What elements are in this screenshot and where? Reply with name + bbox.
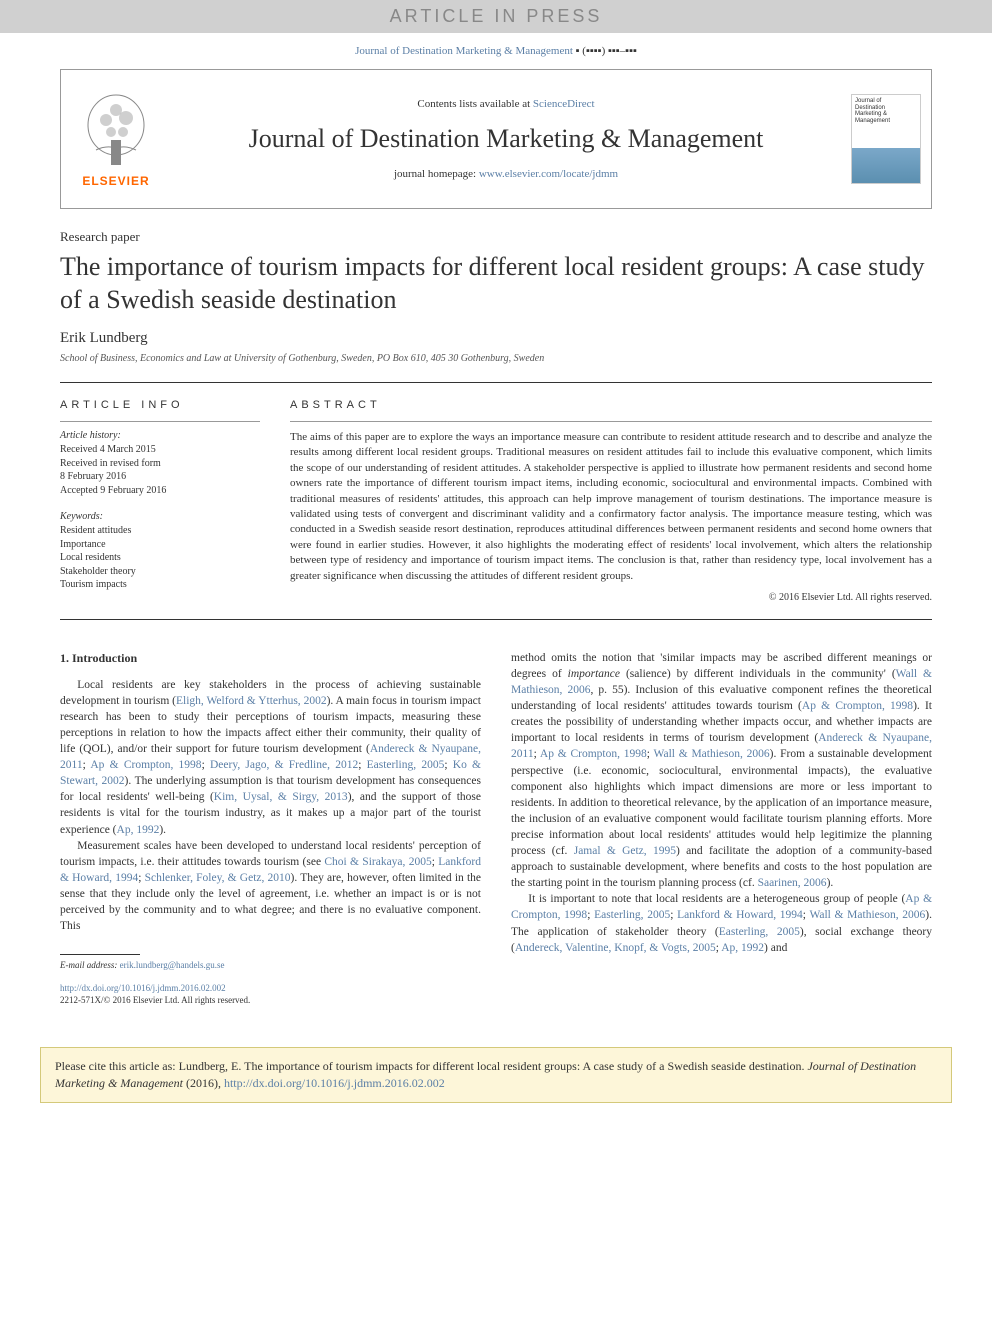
cite-link[interactable]: Ap & Crompton, 1998 [90,759,201,771]
info-abstract-row: ARTICLE INFO Article history: Received 4… [60,399,932,603]
journal-header-box: ELSEVIER Contents lists available at Sci… [60,69,932,209]
contents-lists-line: Contents lists available at ScienceDirec… [417,98,594,110]
intro-heading: 1. Introduction [60,650,481,667]
keyword-item: Resident attitudes [60,524,260,538]
cite-link[interactable]: Jamal & Getz, 1995 [574,845,676,857]
doi-link[interactable]: http://dx.doi.org/10.1016/j.jdmm.2016.02… [60,983,226,993]
cite-link[interactable]: Ap, 1992 [117,824,160,836]
journal-name: Journal of Destination Marketing & Manag… [249,124,764,154]
author-name: Erik Lundberg [60,330,932,347]
keywords-label: Keywords: [60,511,260,522]
header-center: Contents lists available at ScienceDirec… [171,70,841,208]
emphasis: importance [568,668,620,680]
sciencedirect-link[interactable]: ScienceDirect [533,98,595,110]
cite-link[interactable]: Saarinen, 2006 [758,877,827,889]
email-label: E-mail address: [60,960,120,970]
cite-link[interactable]: Ap & Crompton, 1998 [802,700,913,712]
citation-prefix: Please cite this article as: Lundberg, E… [55,1059,807,1073]
abstract-label: ABSTRACT [290,399,932,411]
column-right: method omits the notion that 'similar im… [511,650,932,1007]
doi-line: http://dx.doi.org/10.1016/j.jdmm.2016.02… [60,982,481,995]
body-columns: 1. Introduction Local residents are key … [60,650,932,1007]
cite-link[interactable]: Wall & Mathieson, 2006 [809,909,925,921]
journal-reference-line: Journal of Destination Marketing & Manag… [0,33,992,69]
cite-link[interactable]: Lankford & Howard, 1994 [677,909,803,921]
intro-p3: method omits the notion that 'similar im… [511,650,932,891]
cite-link[interactable]: Eligh, Welford & Ytterhus, 2002 [176,695,327,707]
article-info-label: ARTICLE INFO [60,399,260,411]
homepage-link[interactable]: www.elsevier.com/locate/jdmm [479,168,618,180]
copyright-line: © 2016 Elsevier Ltd. All rights reserved… [290,592,932,603]
elsevier-tree-icon [81,90,151,170]
cite-link[interactable]: Easterling, 2005 [719,926,800,938]
divider-top [60,382,932,383]
email-link[interactable]: erik.lundberg@handels.gu.se [120,960,225,970]
issn-line: 2212-571X/© 2016 Elsevier Ltd. All right… [60,994,481,1007]
history-item: Accepted 9 February 2016 [60,484,260,498]
journal-ref-link[interactable]: Journal of Destination Marketing & Manag… [355,45,573,57]
keyword-item: Local residents [60,551,260,565]
article-info-block: ARTICLE INFO Article history: Received 4… [60,399,260,603]
text: It is important to note that local resid… [528,893,905,905]
citation-year: (2016), [183,1076,224,1090]
text: ). [827,877,834,889]
cover-line-4: Management [855,118,890,124]
intro-p1: Local residents are key stakeholders in … [60,677,481,838]
text: ). From a sustainable development perspe… [511,748,932,857]
column-left: 1. Introduction Local residents are key … [60,650,481,1007]
history-item: 8 February 2016 [60,470,260,484]
cite-link[interactable]: Choi & Sirakaya, 2005 [324,856,431,868]
email-footnote: E-mail address: erik.lundberg@handels.gu… [60,959,481,972]
intro-p2: Measurement scales have been developed t… [60,838,481,935]
article-in-press-banner: ARTICLE IN PRESS [0,0,992,33]
cite-link[interactable]: Ap & Crompton, 1998 [540,748,647,760]
abstract-divider [290,421,932,422]
citation-doi-link[interactable]: http://dx.doi.org/10.1016/j.jdmm.2016.02… [224,1076,445,1090]
text: (salience) by different individuals in t… [620,668,896,680]
journal-ref-pages: ▪ (▪▪▪▪) ▪▪▪–▪▪▪ [573,45,637,57]
history-item: Received 4 March 2015 [60,443,260,457]
cite-link[interactable]: Easterling, 2005 [594,909,670,921]
paper-type: Research paper [60,229,932,245]
abstract-block: ABSTRACT The aims of this paper are to e… [290,399,932,603]
journal-cover-thumb[interactable]: Journal of Destination Marketing & Manag… [841,70,931,208]
text: ). [159,824,166,836]
cite-link[interactable]: Schlenker, Foley, & Getz, 2010 [145,872,291,884]
text: ) and [764,942,787,954]
contents-text: Contents lists available at [417,98,532,110]
cite-link[interactable]: Kim, Uysal, & Sirgy, 2013 [214,791,348,803]
cover-thumbnail: Journal of Destination Marketing & Manag… [851,94,921,184]
cite-link[interactable]: Andereck, Valentine, Knopf, & Vogts, 200… [515,942,716,954]
elsevier-brand-text: ELSEVIER [82,174,149,188]
keyword-item: Tourism impacts [60,578,260,592]
elsevier-logo[interactable]: ELSEVIER [61,70,171,208]
history-label: Article history: [60,430,260,441]
keyword-item: Importance [60,538,260,552]
homepage-text: journal homepage: [394,168,479,180]
author-affiliation: School of Business, Economics and Law at… [60,353,932,364]
info-divider-1 [60,421,260,422]
cite-link[interactable]: Easterling, 2005 [367,759,445,771]
intro-p4: It is important to note that local resid… [511,891,932,955]
cover-line-3: Marketing & [855,111,887,117]
citation-box: Please cite this article as: Lundberg, E… [40,1047,952,1103]
cite-link[interactable]: Ap, 1992 [721,942,764,954]
cover-line-2: Destination [855,105,885,111]
keyword-item: Stakeholder theory [60,565,260,579]
history-item: Received in revised form [60,457,260,471]
cover-line-1: Journal of [855,98,881,104]
divider-bottom [60,619,932,620]
footnote-divider [60,954,140,955]
abstract-text: The aims of this paper are to explore th… [290,430,932,584]
article-title: The importance of tourism impacts for di… [60,251,932,316]
homepage-line: journal homepage: www.elsevier.com/locat… [394,168,618,180]
cite-link[interactable]: Deery, Jago, & Fredline, 2012 [210,759,358,771]
cite-link[interactable]: Wall & Mathieson, 2006 [654,748,770,760]
